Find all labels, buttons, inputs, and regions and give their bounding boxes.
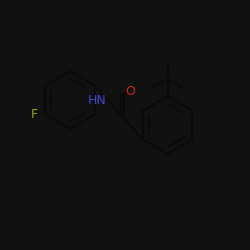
Text: O: O xyxy=(125,85,135,98)
Text: HN: HN xyxy=(88,94,107,107)
Text: F: F xyxy=(30,108,38,121)
